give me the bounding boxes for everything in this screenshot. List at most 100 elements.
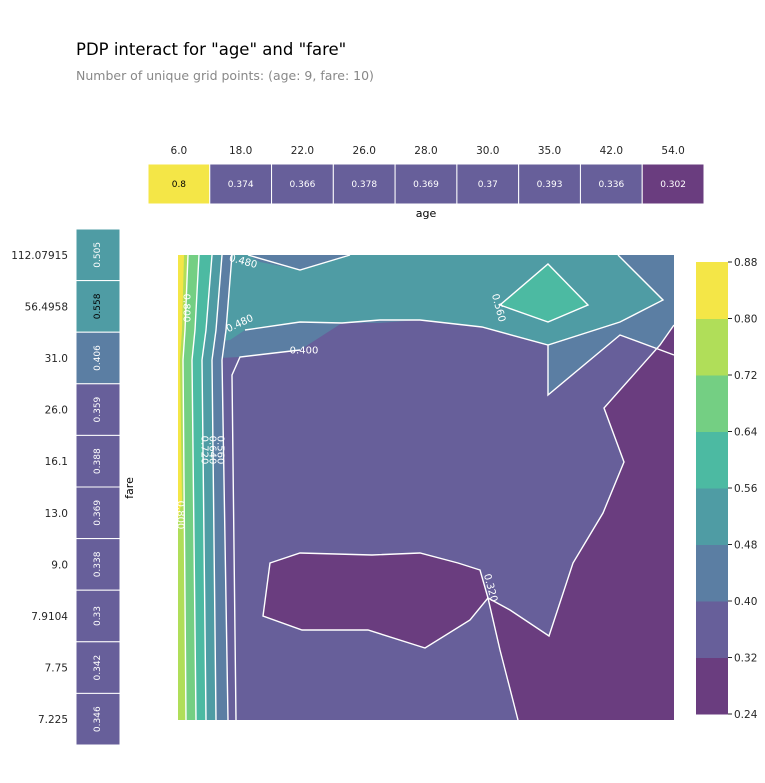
colorbar-tick-label: 0.88: [734, 257, 757, 269]
fare-cell-label: 0.338: [93, 551, 103, 577]
age-tick-label: 18.0: [229, 145, 252, 157]
age-cell-label: 0.8: [172, 180, 187, 190]
fare-cell: [75, 228, 121, 282]
fare-cell-label: 0.359: [93, 396, 103, 422]
colorbar-segment: [696, 318, 728, 376]
fare-tick-label: 13.0: [45, 508, 68, 520]
colorbar-tick-label: 0.56: [734, 483, 758, 495]
age-cell-label: 0.302: [660, 180, 686, 190]
band-0.24-0.32-blob: [263, 553, 488, 648]
fare-cell: [75, 692, 121, 746]
fare-cell-label: 0.33: [93, 606, 103, 626]
age-cell: [147, 163, 211, 205]
fare-axis-label: fare: [123, 477, 136, 499]
colorbar-tick-label: 0.80: [734, 314, 757, 326]
colorbar-tick-label: 0.64: [734, 427, 758, 439]
age-cell-label: 0.374: [228, 180, 254, 190]
colorbar-segment: [696, 431, 728, 489]
colorbar-tick-label: 0.24: [734, 709, 758, 721]
colorbar-segment: [696, 657, 728, 715]
colorbar-segment: [696, 262, 728, 319]
age-tick-label: 6.0: [171, 145, 188, 157]
age-cell: [456, 163, 520, 205]
contour-line: [211, 254, 223, 721]
colorbar-tick-label: 0.40: [734, 596, 757, 608]
contour-level-label: 0.720: [199, 436, 210, 465]
age-tick-label: 22.0: [291, 145, 314, 157]
age-cell-label: 0.378: [351, 180, 377, 190]
age-cell-label: 0.369: [413, 180, 439, 190]
band-0.40-0.48-pocket: [248, 255, 350, 270]
fare-cell: [75, 434, 121, 488]
fare-cell: [75, 331, 121, 385]
contour-level-label: 0.560: [215, 436, 226, 465]
contour-line: [231, 349, 301, 721]
colorbar-tick-label: 0.72: [734, 370, 757, 382]
age-cell: [579, 163, 643, 205]
contour-line: [247, 254, 351, 271]
age-tick-label: 28.0: [414, 145, 437, 157]
contour-plot: 0.4800.8000.4800.4000.5600.5600.6400.720…: [175, 253, 675, 721]
age-axis-label: age: [416, 207, 437, 220]
colorbar-segment: [696, 601, 728, 658]
fare-tick-label: 31.0: [45, 353, 68, 365]
age-tick-label: 35.0: [538, 145, 561, 157]
fare-tick-label: 7.225: [38, 714, 68, 726]
fare-cell-label: 0.369: [93, 500, 103, 526]
contour-line: [182, 254, 189, 721]
colorbar-segment: [696, 488, 728, 545]
fare-strip: 0.505 112.07915 0.558 56.4958 0.406 31.0 0.359…: [11, 228, 121, 746]
age-cell: [641, 163, 705, 205]
fare-cell-label: 0.388: [93, 448, 103, 474]
contour-level-label: 0.800: [181, 294, 192, 323]
contour-line: [201, 254, 213, 721]
contour-level-label: 0.800: [175, 501, 186, 530]
age-cell-label: 0.336: [598, 180, 624, 190]
fare-tick-label: 9.0: [51, 559, 68, 571]
band-left-0.80-0.88: [178, 255, 184, 520]
fare-cell: [75, 280, 121, 333]
age-tick-label: 30.0: [476, 145, 499, 157]
fare-cell-label: 0.558: [93, 293, 103, 319]
age-tick-label: 42.0: [600, 145, 623, 157]
age-strip: 0.8 6.0 0.374 18.0 0.366 22.0 0.378 26.0 0.369 28…: [147, 145, 705, 205]
age-cell-label: 0.393: [537, 180, 563, 190]
fare-cell-label: 0.346: [93, 706, 103, 732]
contour-level-label: 0.640: [207, 436, 218, 465]
fare-tick-label: 16.1: [45, 456, 68, 468]
band-0.56-0.64: [500, 264, 588, 322]
chart-title: PDP interact for "age" and "fare": [76, 40, 347, 59]
colorbar-tick-label: 0.32: [734, 653, 757, 665]
age-cell: [394, 163, 458, 205]
fare-cell: [75, 641, 121, 694]
colorbar-tick-label: 0.48: [734, 540, 757, 552]
colorbar-segment: [696, 544, 728, 602]
age-cell-label: 0.366: [290, 180, 316, 190]
fare-cell-label: 0.505: [93, 242, 103, 268]
age-tick-label: 26.0: [353, 145, 376, 157]
age-cell: [332, 163, 396, 205]
contour-line: [221, 254, 233, 721]
contour-level-label: 0.400: [290, 346, 319, 357]
band-left-0.72-0.80: [178, 255, 188, 720]
contour-line: [547, 334, 675, 397]
fare-cell-label: 0.342: [93, 655, 103, 681]
fare-tick-label: 7.9104: [31, 611, 68, 623]
fare-cell-label: 0.406: [93, 345, 103, 371]
chart-subtitle: Number of unique grid points: (age: 9, f…: [76, 68, 374, 83]
band-0.24-0.32-right: [488, 325, 674, 720]
fare-tick-label: 112.07915: [11, 250, 68, 262]
colorbar-segment: [696, 375, 728, 432]
contour-line: [244, 254, 665, 346]
contour-lines: [182, 254, 675, 721]
age-cell: [271, 163, 334, 205]
age-cell: [518, 163, 581, 205]
age-tick-label: 54.0: [661, 145, 684, 157]
fare-tick-label: 26.0: [45, 405, 68, 417]
fare-tick-label: 7.75: [45, 663, 68, 675]
fare-cell: [75, 383, 121, 436]
contour-line: [498, 263, 590, 323]
contour-line: [191, 254, 200, 721]
colorbar: 0.88 0.80 0.72 0.64 0.56 0.48 0.40 0.32 0.24: [696, 257, 758, 721]
